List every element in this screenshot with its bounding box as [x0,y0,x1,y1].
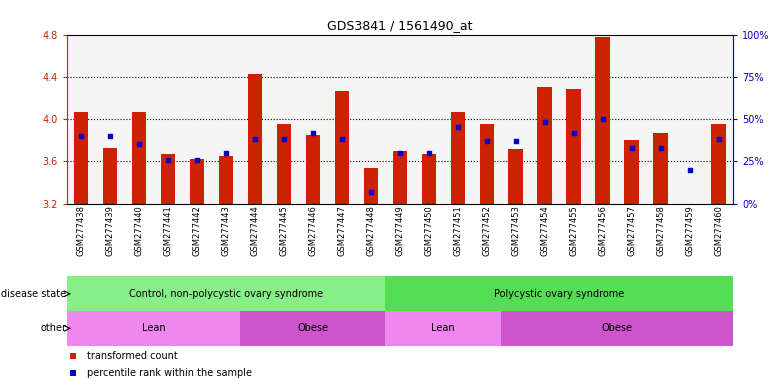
Bar [704,35,733,204]
Point [568,129,580,136]
Bar [161,154,176,204]
Bar [103,147,118,204]
Text: Control, non-polycystic ovary syndrome: Control, non-polycystic ovary syndrome [129,289,323,299]
Bar [335,91,349,204]
Bar [67,276,386,311]
Bar [67,311,241,346]
Text: Obese: Obese [297,323,328,333]
Point [626,145,638,151]
Point [655,145,667,151]
Bar [646,35,675,204]
Bar [617,35,646,204]
Bar [328,35,357,204]
Bar [190,159,205,204]
Point [249,136,261,142]
Point [713,136,725,142]
Point [423,150,435,156]
Bar [451,112,465,204]
Bar [653,133,668,204]
Bar [386,276,733,311]
Bar [386,35,414,204]
Bar [509,149,523,204]
Bar [154,35,183,204]
Bar [299,35,328,204]
Bar [357,35,386,204]
Text: percentile rank within the sample: percentile rank within the sample [86,368,252,378]
Bar [393,151,407,204]
Bar [248,74,262,204]
Bar [212,35,241,204]
Bar [566,89,581,204]
Bar [132,112,147,204]
Bar [595,37,610,204]
Bar [96,35,125,204]
Point [278,136,290,142]
Bar [219,156,234,204]
Text: Lean: Lean [142,323,165,333]
Bar [241,311,386,346]
Bar [501,311,733,346]
Point [162,157,174,163]
Point [191,157,203,163]
Point [365,189,377,195]
Text: transformed count: transformed count [86,351,177,361]
Bar [559,35,588,204]
Text: Polycystic ovary syndrome: Polycystic ovary syndrome [494,289,624,299]
Bar [277,124,291,204]
Bar [270,35,299,204]
Text: other: other [40,323,66,333]
Bar [675,35,704,204]
Bar [74,112,89,204]
Bar [480,124,494,204]
Bar [241,35,270,204]
Bar [711,124,726,204]
Point [74,133,87,139]
Bar [67,35,96,204]
Bar [624,140,639,204]
Bar [422,154,436,204]
Point [336,136,348,142]
Bar [501,35,530,204]
Bar [472,35,501,204]
Point [510,138,522,144]
Bar [530,35,559,204]
Bar [386,311,501,346]
Point [452,124,464,131]
Point [307,129,319,136]
Point [481,138,493,144]
Point [103,133,116,139]
Bar [588,35,617,204]
Point [597,116,609,122]
Point [220,150,232,156]
Point [132,141,145,147]
Text: Obese: Obese [601,323,633,333]
Point [539,119,551,126]
Title: GDS3841 / 1561490_at: GDS3841 / 1561490_at [327,19,473,32]
Text: disease state: disease state [1,289,66,299]
Bar [306,135,320,204]
Bar [183,35,212,204]
Bar [414,35,443,204]
Point [684,167,696,173]
Point [394,150,406,156]
Bar [125,35,154,204]
Bar [443,35,472,204]
Text: Lean: Lean [431,323,456,333]
Bar [538,88,552,204]
Bar [364,168,378,204]
